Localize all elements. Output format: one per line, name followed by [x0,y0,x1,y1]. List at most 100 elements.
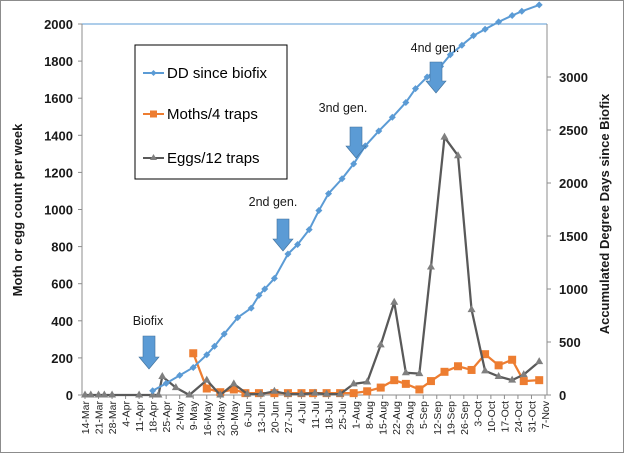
data-point-diamond [270,274,278,282]
legend-item-dd: DD since biofix [143,65,268,82]
x-tick-label: 21-Mar [94,401,106,435]
data-point-triangle [243,389,252,397]
data-point-square [202,384,211,393]
data-point-square [440,367,449,376]
annotation-label: 3nd gen. [319,101,368,115]
annotation-3nd-gen-: 3nd gen. [319,101,368,159]
x-tick-label: 4-Apr [121,401,133,427]
down-arrow-icon [138,335,160,370]
data-point-triangle [519,370,528,378]
x-tick-label: 10-Oct [486,401,498,433]
left-tick-label: 1400 [44,128,73,143]
data-point-diamond [402,98,410,106]
x-tick-label: 1-Aug [351,401,363,429]
left-tick-label: 800 [51,240,73,255]
x-tick-label: 11-Apr [134,401,146,432]
data-point-diamond [294,240,302,248]
data-point-diamond [495,18,503,26]
x-tick-label: 17-Oct [499,401,511,433]
data-point-triangle [108,390,117,398]
left-axis-title: Moth or egg count per week [10,123,25,296]
data-point-diamond [325,190,333,198]
data-point-square [390,376,399,385]
series-line [152,3,540,392]
data-point-diamond [234,314,242,322]
x-tick-label: 18-Apr [148,400,160,432]
data-point-square [415,385,424,394]
right-tick-label: 500 [559,335,581,350]
data-point-diamond [446,51,454,59]
right-tick-label: 0 [559,388,566,403]
down-arrow-icon [345,126,367,159]
legend-item-moths: Moths/4 traps [143,106,258,123]
data-point-diamond [315,207,323,215]
data-point-diamond [469,32,477,40]
right-tick-label: 3000 [559,70,588,85]
plot-area-border [82,23,548,395]
legend-box [134,44,288,180]
data-point-square [519,377,528,386]
data-point-diamond [423,73,431,81]
x-tick-label: 29-Aug [405,401,417,435]
right-tick-label: 1000 [559,282,588,297]
x-tick-label: 26-Sep [459,401,471,435]
data-point-square [467,365,476,374]
x-tick-label: 11-Jul [310,401,322,429]
annotations: Biofix 2nd gen. 3nd gen. 4nd gen. [133,41,459,370]
data-point-triangle [401,368,410,376]
x-tick-label: 12-Sep [432,401,444,435]
data-point-diamond [176,371,184,379]
left-tick-label: 1600 [44,91,73,106]
right-tick-label: 2500 [559,123,588,138]
x-tick-label: 4-Jul [296,401,308,424]
data-point-triangle [158,371,167,379]
data-point-triangle [363,377,372,385]
data-point-triangle [86,390,95,398]
data-point-square [401,379,410,388]
x-tick-label: 28-Mar [107,401,119,435]
legend-marker-square-icon [150,110,157,118]
data-point-triangle [135,390,144,398]
annotation-2nd-gen-: 2nd gen. [249,195,297,252]
left-tick-label: 1800 [44,54,73,69]
legend-label-moths: Moths/4 traps [167,106,258,123]
data-point-triangle [535,357,544,365]
x-axis: 14-Mar 21-Mar 28-Mar 4-Apr 11-Apr 18-Apr 25-Ap… [80,394,552,436]
data-point-diamond [255,291,263,299]
data-point-square [229,385,238,394]
data-point-diamond [388,113,396,121]
left-tick-label: 1000 [44,203,73,218]
data-point-square [494,361,503,370]
legend: DD since biofix Moths/4 traps Eggs/12 tr… [134,44,288,180]
left-tick-label: 1200 [44,165,73,180]
legend-item-eggs: Eggs/12 traps [143,150,260,167]
x-tick-label: 5-Sep [418,401,430,429]
data-point-triangle [311,388,319,396]
data-point-triangle [94,390,103,398]
data-point-triangle [256,389,265,397]
data-point-diamond [508,12,516,20]
data-point-diamond [261,285,269,293]
data-point-triangle [81,390,89,398]
data-point-triangle [202,375,211,383]
data-point-triangle [440,132,449,140]
x-tick-label: 6-Jun [242,401,254,427]
x-tick-label: 30-May [229,400,241,436]
data-point-diamond [189,363,197,371]
x-tick-label: 19-Sep [445,401,457,435]
data-point-diamond [210,342,218,350]
x-tick-label: 3-Oct [472,401,484,427]
x-tick-label: 2-May [175,400,187,430]
left-tick-label: 2000 [44,17,73,32]
data-point-triangle [390,297,399,305]
series-layer [81,1,544,398]
x-tick-label: 31-Oct [526,401,538,433]
x-tick-label: 25-Jul [337,401,349,430]
data-point-triangle [270,386,279,394]
right-tick-label: 1500 [559,229,588,244]
x-tick-label: 24-Oct [513,401,525,433]
data-point-triangle [154,390,163,398]
data-point-diamond [535,1,543,9]
data-point-square [189,349,198,358]
